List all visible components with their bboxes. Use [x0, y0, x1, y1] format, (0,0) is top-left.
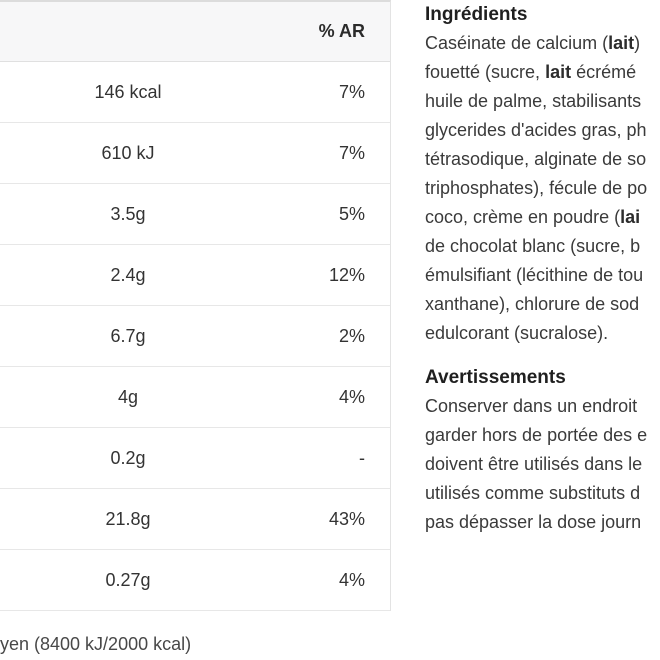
- ar-cell: 43%: [328, 508, 365, 529]
- warnings-line: doivent être utilisés dans le: [425, 454, 643, 474]
- ar-cell: 2%: [338, 325, 365, 346]
- ingredients-section: Ingrédients Caséinate de calcium (lait) …: [425, 0, 660, 348]
- ar-column-header: % AR: [318, 21, 365, 41]
- warnings-line: utilisés comme substituts d: [425, 483, 641, 503]
- value-cell: 3.5g: [110, 203, 146, 224]
- table-row: 146 kcal 7%: [0, 62, 390, 123]
- nutrition-table: % AR 146 kcal 7% 610 kJ 7% 3.5g 5% 2.4g …: [0, 0, 391, 611]
- ingredients-line: glycerides d'acides gras, ph: [425, 120, 647, 140]
- ingredients-heading: Ingrédients: [425, 4, 528, 25]
- value-cell: 610 kJ: [101, 142, 155, 163]
- value-cell: 0.2g: [110, 447, 146, 468]
- value-cell: 21.8g: [105, 508, 151, 529]
- ingredients-line: émulsifiant (lécithine de tou: [425, 265, 644, 285]
- warnings-line: pas dépasser la dose journ: [425, 512, 642, 532]
- ingredients-line: coco, crème en poudre (lai: [425, 207, 641, 227]
- warnings-line: garder hors de portée des e: [425, 425, 648, 445]
- table-row: 2.4g 12%: [0, 245, 390, 306]
- ar-cell: 4%: [338, 569, 365, 590]
- value-cell: 146 kcal: [94, 81, 162, 102]
- ingredients-line: tétrasodique, alginate de so: [425, 149, 647, 169]
- ar-cell: -: [359, 447, 365, 468]
- table-row: 0.2g -: [0, 428, 390, 489]
- warnings-heading: Avertissements: [425, 367, 566, 388]
- product-info-column: Ingrédients Caséinate de calcium (lait) …: [425, 0, 660, 537]
- table-row: 6.7g 2%: [0, 306, 390, 367]
- value-cell: 4g: [117, 386, 139, 407]
- table-row: 0.27g 4%: [0, 550, 390, 611]
- ar-cell: 4%: [338, 386, 365, 407]
- ingredients-line: triphosphates), fécule de po: [425, 178, 648, 198]
- table-row: 3.5g 5%: [0, 184, 390, 245]
- warnings-line: Conserver dans un endroit: [425, 396, 638, 416]
- warnings-section: Avertissements Conserver dans un endroit…: [425, 363, 660, 537]
- ingredients-line: fouetté (sucre, lait écrémé: [425, 62, 637, 82]
- table-header-row: % AR: [0, 2, 390, 62]
- reference-intake-footnote: yen (8400 kJ/2000 kcal): [0, 634, 192, 654]
- ar-cell: 7%: [338, 142, 365, 163]
- ar-cell: 12%: [328, 264, 365, 285]
- table-row: 21.8g 43%: [0, 489, 390, 550]
- ingredients-line: huile de palme, stabilisants: [425, 91, 642, 111]
- ingredients-line: xanthane), chlorure de sod: [425, 294, 640, 314]
- ingredients-line: edulcorant (sucralose).: [425, 323, 609, 343]
- ingredients-line: Caséinate de calcium (lait): [425, 33, 641, 53]
- value-cell: 0.27g: [105, 569, 151, 590]
- value-cell: 6.7g: [110, 325, 146, 346]
- ar-cell: 7%: [338, 81, 365, 102]
- value-cell: 2.4g: [110, 264, 146, 285]
- ar-cell: 5%: [338, 203, 365, 224]
- table-row: 4g 4%: [0, 367, 390, 428]
- ingredients-line: de chocolat blanc (sucre, b: [425, 236, 641, 256]
- table-row: 610 kJ 7%: [0, 123, 390, 184]
